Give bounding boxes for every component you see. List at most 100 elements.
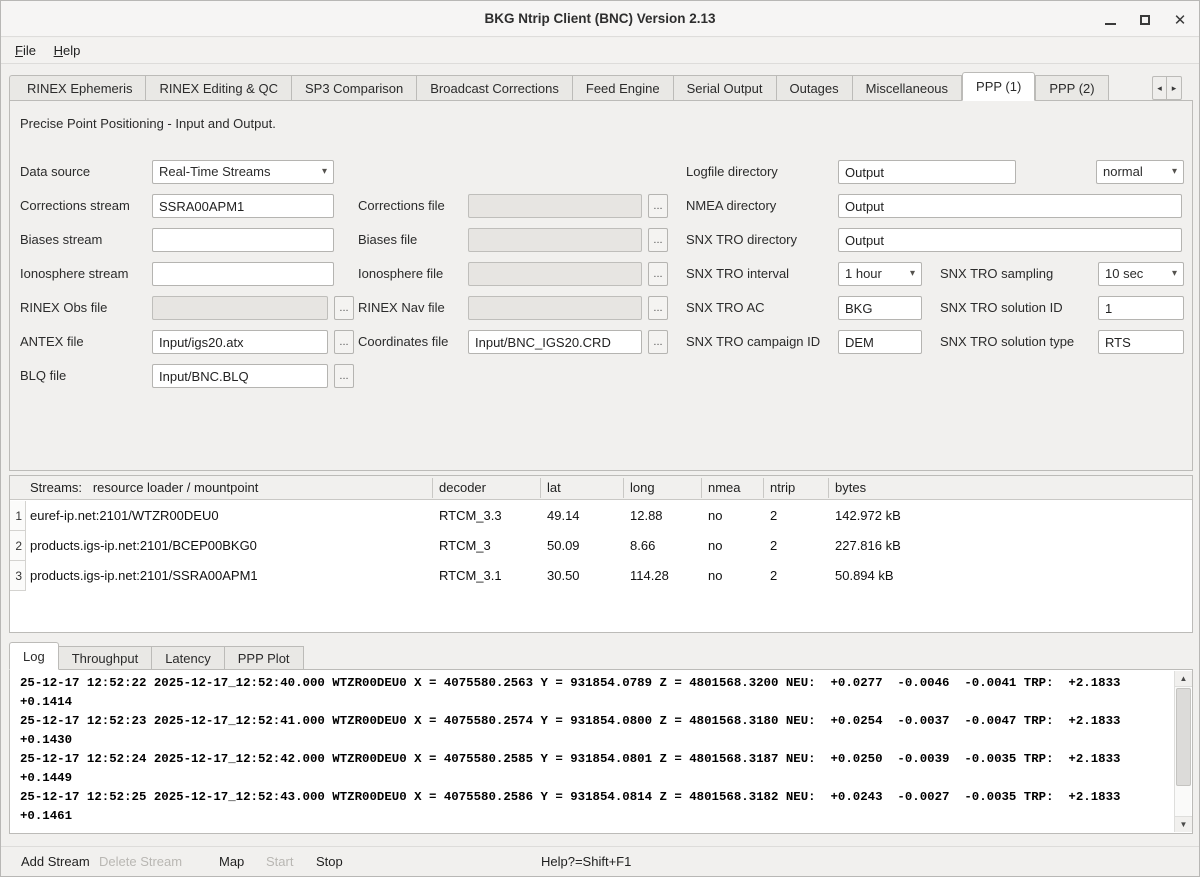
snx-tro-interval-value: 1 hour	[845, 266, 882, 281]
tab-sp3-comparison[interactable]: SP3 Comparison	[292, 75, 417, 101]
header-bytes[interactable]: bytes	[835, 476, 866, 500]
minimize-button[interactable]	[1099, 9, 1121, 31]
start-button: Start	[266, 847, 293, 877]
coordinates-file-browse-button[interactable]: ...	[648, 330, 668, 354]
tab-ppp-plot[interactable]: PPP Plot	[225, 646, 304, 670]
tab-feed-engine[interactable]: Feed Engine	[573, 75, 674, 101]
header-mountpoint[interactable]: Streams: resource loader / mountpoint	[30, 476, 258, 500]
menu-file[interactable]: File	[15, 38, 36, 64]
log-line: 25-12-17 12:52:23 2025-12-17_12:52:41.00…	[20, 712, 1170, 731]
coordinates-file-input[interactable]	[468, 330, 642, 354]
biases-stream-input[interactable]	[152, 228, 334, 252]
antex-file-input[interactable]	[152, 330, 328, 354]
close-button[interactable]: ✕	[1169, 9, 1191, 31]
ionosphere-file-browse-button[interactable]: ...	[648, 262, 668, 286]
tab-miscellaneous[interactable]: Miscellaneous	[853, 75, 962, 101]
snx-tro-solution-type-input[interactable]	[1098, 330, 1184, 354]
menu-help[interactable]: Help	[54, 38, 81, 64]
corrections-stream-label: Corrections stream	[20, 194, 130, 218]
log-output[interactable]: 25-12-17 12:52:22 2025-12-17_12:52:40.00…	[20, 674, 1170, 831]
table-row[interactable]: 2 products.igs-ip.net:2101/BCEP00BKG0 RT…	[10, 531, 1192, 561]
header-divider	[763, 478, 764, 498]
cell-long: 8.66	[630, 531, 655, 561]
log-line: 25-12-17 12:52:25 2025-12-17_12:52:43.00…	[20, 788, 1170, 807]
menubar: File Help	[1, 38, 1199, 64]
rinex-obs-file-input	[152, 296, 328, 320]
bottom-tabbar: Log Throughput Latency PPP Plot	[9, 642, 304, 670]
scroll-down-button[interactable]: ▼	[1175, 816, 1192, 832]
data-source-select[interactable]: Real-Time Streams ▾	[152, 160, 334, 184]
tab-serial-output[interactable]: Serial Output	[674, 75, 777, 101]
tab-ppp-1[interactable]: PPP (1)	[962, 72, 1035, 101]
blq-file-browse-button[interactable]: ...	[334, 364, 354, 388]
snx-tro-sampling-label: SNX TRO sampling	[940, 262, 1053, 286]
log-line: 25-12-17 12:52:22 2025-12-17_12:52:40.00…	[20, 674, 1170, 693]
cell-mountpoint: products.igs-ip.net:2101/SSRA00APM1	[30, 561, 258, 591]
cell-ntrip: 2	[770, 501, 777, 531]
biases-file-browse-button[interactable]: ...	[648, 228, 668, 252]
header-ntrip[interactable]: ntrip	[770, 476, 795, 500]
corrections-stream-input[interactable]	[152, 194, 334, 218]
snx-tro-interval-label: SNX TRO interval	[686, 262, 789, 286]
snx-tro-solution-type-label: SNX TRO solution type	[940, 330, 1074, 354]
logfile-directory-input[interactable]	[838, 160, 1016, 184]
corrections-file-browse-button[interactable]: ...	[648, 194, 668, 218]
tab-rinex-editing-qc[interactable]: RINEX Editing & QC	[146, 75, 292, 101]
header-lat[interactable]: lat	[547, 476, 561, 500]
stop-button[interactable]: Stop	[316, 847, 343, 877]
cell-bytes: 227.816 kB	[835, 531, 901, 561]
add-stream-button[interactable]: Add Stream	[21, 847, 90, 877]
rinex-nav-file-input	[468, 296, 642, 320]
snx-tro-ac-input[interactable]	[838, 296, 922, 320]
map-button[interactable]: Map	[219, 847, 244, 877]
tab-broadcast-corrections[interactable]: Broadcast Corrections	[417, 75, 573, 101]
log-verbosity-select[interactable]: normal ▾	[1096, 160, 1184, 184]
tab-log[interactable]: Log	[9, 642, 59, 670]
streams-table: Streams: resource loader / mountpoint de…	[9, 475, 1193, 633]
ionosphere-file-label: Ionosphere file	[358, 262, 443, 286]
rinex-obs-file-browse-button[interactable]: ...	[334, 296, 354, 320]
tab-scroll-left-button[interactable]: ◂	[1152, 76, 1167, 100]
table-row[interactable]: 1 euref-ip.net:2101/WTZR00DEU0 RTCM_3.3 …	[10, 501, 1192, 531]
tab-ppp-2[interactable]: PPP (2)	[1035, 75, 1108, 101]
tab-throughput[interactable]: Throughput	[59, 646, 153, 670]
log-line: +0.1414	[20, 693, 1170, 712]
tab-rinex-ephemeris[interactable]: RINEX Ephemeris	[14, 75, 146, 101]
snx-tro-sampling-select[interactable]: 10 sec ▾	[1098, 262, 1184, 286]
blq-file-label: BLQ file	[20, 364, 66, 388]
cell-lat: 30.50	[547, 561, 580, 591]
ionosphere-file-input	[468, 262, 642, 286]
scroll-up-button[interactable]: ▲	[1175, 671, 1192, 687]
snx-tro-ac-label: SNX TRO AC	[686, 296, 765, 320]
snx-tro-campaign-id-input[interactable]	[838, 330, 922, 354]
tab-latency[interactable]: Latency	[152, 646, 225, 670]
header-nmea[interactable]: nmea	[708, 476, 741, 500]
log-scrollbar[interactable]: ▲ ▼	[1174, 671, 1191, 832]
rinex-nav-file-browse-button[interactable]: ...	[648, 296, 668, 320]
nmea-directory-input[interactable]	[838, 194, 1182, 218]
cell-mountpoint: products.igs-ip.net:2101/BCEP00BKG0	[30, 531, 257, 561]
log-line: 25-12-17 12:52:24 2025-12-17_12:52:42.00…	[20, 750, 1170, 769]
blq-file-input[interactable]	[152, 364, 328, 388]
header-decoder[interactable]: decoder	[439, 476, 486, 500]
tab-outages[interactable]: Outages	[777, 75, 853, 101]
streams-table-header: Streams: resource loader / mountpoint de…	[10, 476, 1192, 500]
log-verbosity-value: normal	[1103, 164, 1143, 179]
snx-tro-directory-input[interactable]	[838, 228, 1182, 252]
cell-ntrip: 2	[770, 531, 777, 561]
antex-file-browse-button[interactable]: ...	[334, 330, 354, 354]
coordinates-file-label: Coordinates file	[358, 330, 448, 354]
table-row[interactable]: 3 products.igs-ip.net:2101/SSRA00APM1 RT…	[10, 561, 1192, 591]
maximize-button[interactable]	[1134, 9, 1156, 31]
chevron-down-icon: ▾	[1172, 263, 1177, 285]
header-long[interactable]: long	[630, 476, 655, 500]
cell-long: 114.28	[630, 561, 669, 591]
scrollbar-thumb[interactable]	[1176, 688, 1191, 786]
snx-tro-interval-select[interactable]: 1 hour ▾	[838, 262, 922, 286]
delete-stream-button: Delete Stream	[99, 847, 182, 877]
bottom-toolbar: Add Stream Delete Stream Map Start Stop …	[1, 846, 1199, 877]
snx-tro-solution-id-input[interactable]	[1098, 296, 1184, 320]
tab-scroll-right-button[interactable]: ▸	[1167, 76, 1182, 100]
ionosphere-stream-input[interactable]	[152, 262, 334, 286]
cell-decoder: RTCM_3.3	[439, 501, 502, 531]
